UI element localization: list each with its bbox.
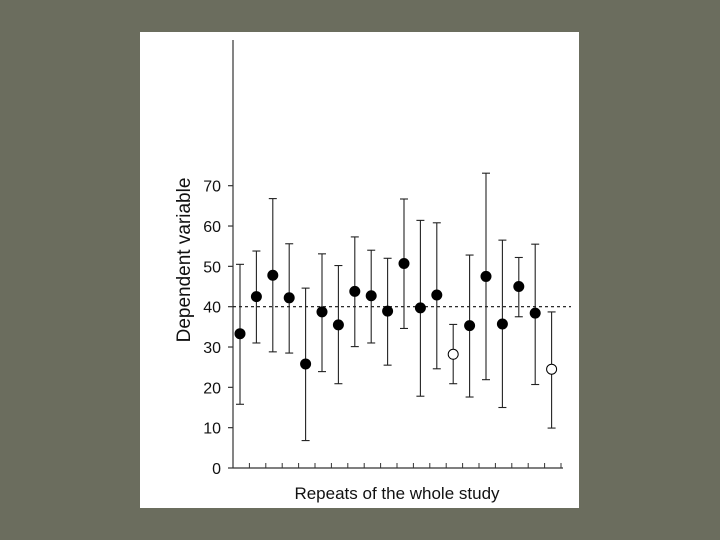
y-tick-label: 70: [203, 179, 221, 196]
study-repeat: [349, 236, 361, 348]
data-point: [267, 269, 279, 281]
data-point: [496, 318, 508, 330]
study-repeat: [332, 264, 344, 385]
study-repeat: [267, 198, 279, 353]
y-tick-label: 0: [212, 461, 221, 478]
y-axis: 0 10 20 30 40 50 60 70: [203, 40, 234, 478]
study-repeat: [496, 239, 508, 409]
data-point-open: [546, 363, 558, 375]
data-point: [513, 281, 525, 293]
study-repeat: [316, 253, 328, 373]
chart-svg: 0 10 20 30 40 50 60 70 Dependent variable Repea…: [174, 40, 571, 503]
data-point: [332, 319, 344, 331]
data-point: [480, 270, 492, 282]
y-tick-label: 10: [203, 421, 221, 438]
study-repeat: [300, 287, 312, 442]
data-point: [464, 320, 476, 332]
data-point: [414, 302, 426, 314]
y-tick-label: 50: [203, 259, 221, 276]
y-tick-label: 20: [203, 380, 221, 397]
chart-panel: 0 10 20 30 40 50 60 70 Dependent variable Repea…: [140, 32, 579, 508]
y-tick-label: 30: [203, 340, 221, 357]
y-tick-label: 40: [203, 300, 221, 317]
data-point: [234, 328, 246, 340]
study-repeat: [529, 243, 541, 386]
data-point: [349, 285, 361, 297]
study-repeat: [464, 254, 476, 398]
study-repeat: [382, 257, 394, 366]
study-repeat: [365, 249, 377, 344]
study-repeat: [546, 311, 558, 429]
study-repeat: [480, 172, 492, 381]
data-point: [398, 258, 410, 270]
data-point-open: [447, 348, 459, 360]
study-repeat: [513, 256, 525, 318]
data-points: [234, 172, 558, 442]
x-axis: [232, 463, 563, 469]
x-axis-label: Repeats of the whole study: [294, 484, 500, 503]
data-point: [382, 305, 394, 317]
y-axis-label: Dependent variable: [174, 178, 195, 343]
study-repeat: [431, 222, 443, 370]
study-repeat: [234, 263, 246, 405]
study-repeat: [398, 198, 410, 330]
data-point: [250, 291, 262, 303]
data-point: [300, 358, 312, 370]
data-point: [283, 292, 295, 304]
study-repeat: [283, 243, 295, 354]
study-repeat: [250, 250, 262, 344]
study-repeat: [414, 219, 426, 397]
data-point: [529, 307, 541, 319]
data-point: [431, 289, 443, 301]
study-repeat: [447, 323, 459, 385]
data-point: [316, 306, 328, 318]
y-tick-label: 60: [203, 219, 221, 236]
data-point: [365, 290, 377, 302]
